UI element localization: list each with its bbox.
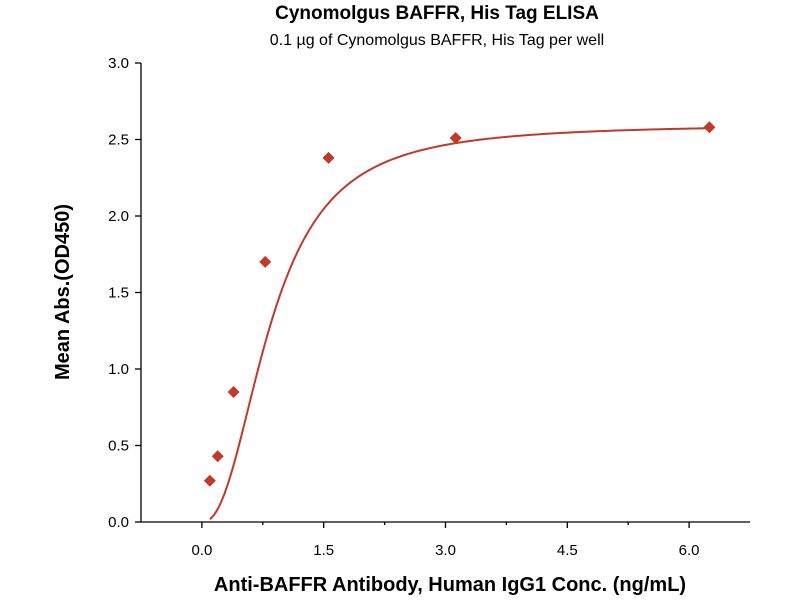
x-axis-ticks: 0.0 1.5 3.0 4.5 6.0 <box>191 522 700 559</box>
fit-curve <box>209 127 710 520</box>
x-tick-label: 6.0 <box>679 542 700 559</box>
data-point <box>259 255 272 268</box>
y-tick-label: 3.0 <box>108 55 129 72</box>
x-tick-label: 1.5 <box>313 542 334 559</box>
x-axis-label: Anti-BAFFR Antibody, Human IgG1 Conc. (n… <box>214 574 686 596</box>
y-axis-ticks: 0.0 0.5 1.0 1.5 2.0 2.5 3.0 <box>108 55 141 531</box>
data-point <box>322 151 335 164</box>
y-tick-label: 2.5 <box>108 132 129 149</box>
y-axis-label: Mean Abs.(OD450) <box>52 204 74 380</box>
y-tick-label: 0.5 <box>108 438 129 455</box>
data-points <box>203 121 716 487</box>
chart-title: Cynomolgus BAFFR, His Tag ELISA <box>275 3 599 24</box>
x-tick-label: 4.5 <box>557 542 578 559</box>
x-tick-label: 0.0 <box>191 542 212 559</box>
data-point <box>203 474 216 487</box>
data-point <box>211 450 224 463</box>
data-point <box>227 385 240 398</box>
data-point <box>703 121 716 134</box>
x-tick-label: 3.0 <box>435 542 456 559</box>
y-tick-label: 0.0 <box>108 514 129 531</box>
y-tick-label: 2.0 <box>108 208 129 225</box>
data-point <box>449 131 462 144</box>
y-tick-label: 1.5 <box>108 285 129 302</box>
chart-subtitle: 0.1 µg of Cynomolgus BAFFR, His Tag per … <box>270 32 604 49</box>
y-tick-label: 1.0 <box>108 361 129 378</box>
